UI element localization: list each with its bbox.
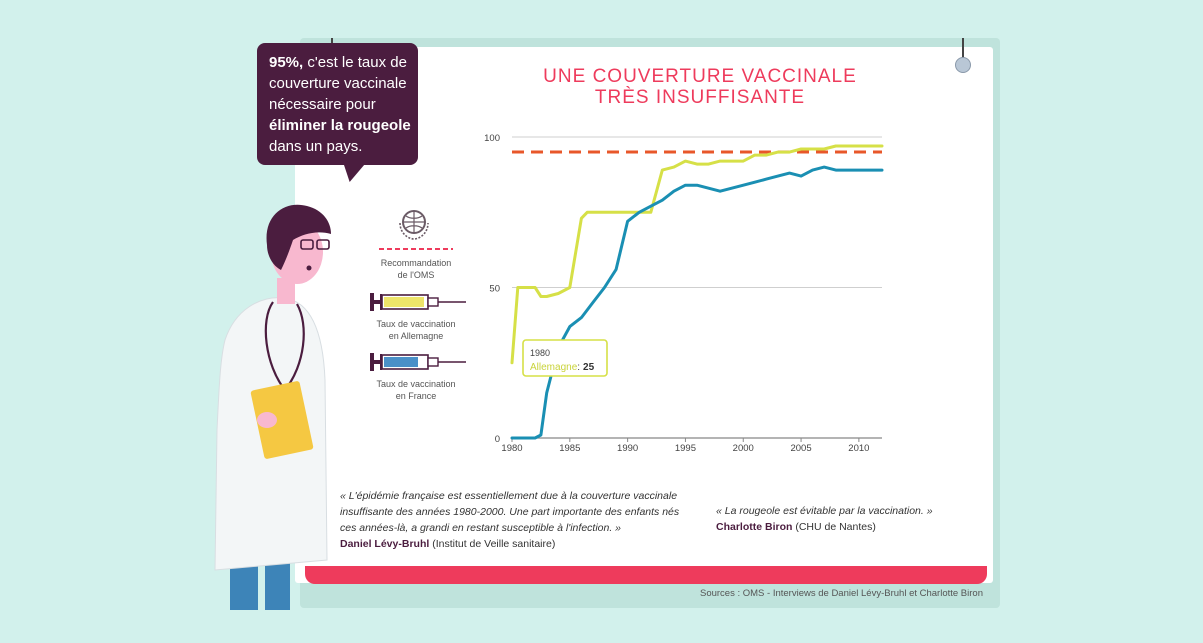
syringe-yellow-icon [370, 293, 466, 311]
chart-title-line-2: TRÈS INSUFFISANTE [594, 87, 806, 108]
y-tick-label-100: 100 [484, 133, 500, 144]
tooltip-value-line: Allemagne: 25 [530, 362, 595, 373]
x-tick-label-1985: 1985 [559, 443, 580, 454]
legend-france-label: Taux de vaccination en France [370, 378, 462, 402]
speech-bubble: 95%, c'est le taux de couverture vaccina… [257, 43, 418, 165]
bubble-percent: 95%, [269, 54, 304, 71]
bubble-line-5: dans un pays. [269, 138, 363, 155]
tooltip-value: 25 [583, 362, 595, 373]
legend-allemagne-line-2: en Allemagne [388, 331, 444, 341]
legend-oms-line-2: de l'OMS [397, 270, 435, 280]
tooltip-series: Allemagne [530, 362, 578, 373]
chart-title-line-1: UNE COUVERTURE VACCINALE [543, 66, 857, 87]
legend-allemagne-line-1: Taux de vaccination [376, 319, 456, 329]
quote-2-org: (CHU de Nantes) [792, 521, 876, 533]
pin-string [962, 38, 964, 60]
x-tick-label-2000: 2000 [733, 443, 754, 454]
legend-france-line-1: Taux de vaccination [376, 379, 456, 389]
card-base-stripe [305, 566, 987, 584]
bubble-line-1: c'est le taux de [303, 54, 407, 71]
pin-icon [955, 57, 971, 73]
quote-1-org: (Institut de Veille sanitaire) [429, 538, 556, 550]
bubble-line-2: couverture vaccinale [269, 75, 407, 92]
quote-2-line-1: « La rougeole est évitable par la vaccin… [716, 505, 933, 517]
syringe-blue-icon [370, 353, 466, 371]
quote-1-line-2: insuffisante des années 1980-2000. Une p… [340, 506, 680, 518]
quote-2-author: Charlotte Biron [716, 521, 793, 533]
series-france-line [510, 165, 884, 440]
legend-oms-swatch [379, 248, 453, 250]
bubble-line-3: nécessaire pour [269, 96, 376, 113]
series-allemagne-line [510, 144, 884, 365]
speech-bubble-tail [337, 160, 369, 182]
quote-1-line-3: ces années-là, a grandi en restant susce… [340, 522, 622, 534]
legend-allemagne-label: Taux de vaccination en Allemagne [370, 318, 462, 342]
line-chart: 0 50 100 1980 1985 1990 1995 2000 2005 2010 1980… [484, 133, 884, 454]
x-tick-label-2010: 2010 [848, 443, 869, 454]
y-tick-label-0: 0 [495, 434, 500, 445]
quote-biron: « La rougeole est évitable par la vaccin… [716, 503, 976, 535]
sources-note: Sources : OMS - Interviews de Daniel Lév… [699, 588, 983, 599]
x-tick-label-1990: 1990 [617, 443, 638, 454]
quote-levy-bruhl: « L'épidémie française est essentielleme… [340, 488, 720, 552]
x-tick-label-1995: 1995 [675, 443, 696, 454]
tooltip-year: 1980 [530, 348, 550, 358]
who-logo-icon [399, 210, 429, 240]
y-tick-label-50: 50 [489, 284, 500, 295]
tooltip-box [522, 339, 608, 377]
doctor-illustration [214, 204, 331, 610]
legend-oms-line-1: Recommandation [380, 258, 452, 268]
x-tick-label-1980: 1980 [501, 443, 522, 454]
chart-title: UNE COUVERTURE VACCINALE TRÈS INSUFFISAN… [520, 66, 880, 108]
tooltip-sep: : [577, 362, 580, 373]
x-tick-label-2005: 2005 [790, 443, 811, 454]
bubble-line-4: éliminer la rougeole [269, 117, 411, 134]
quote-1-line-1: « L'épidémie française est essentielleme… [340, 490, 678, 502]
chart-tooltip: 1980 Allemagne: 25 [522, 339, 608, 377]
legend-france-line-2: en France [395, 391, 437, 401]
quote-1-author: Daniel Lévy-Bruhl [340, 538, 430, 550]
legend-oms-label: Recommandation de l'OMS [370, 257, 462, 281]
